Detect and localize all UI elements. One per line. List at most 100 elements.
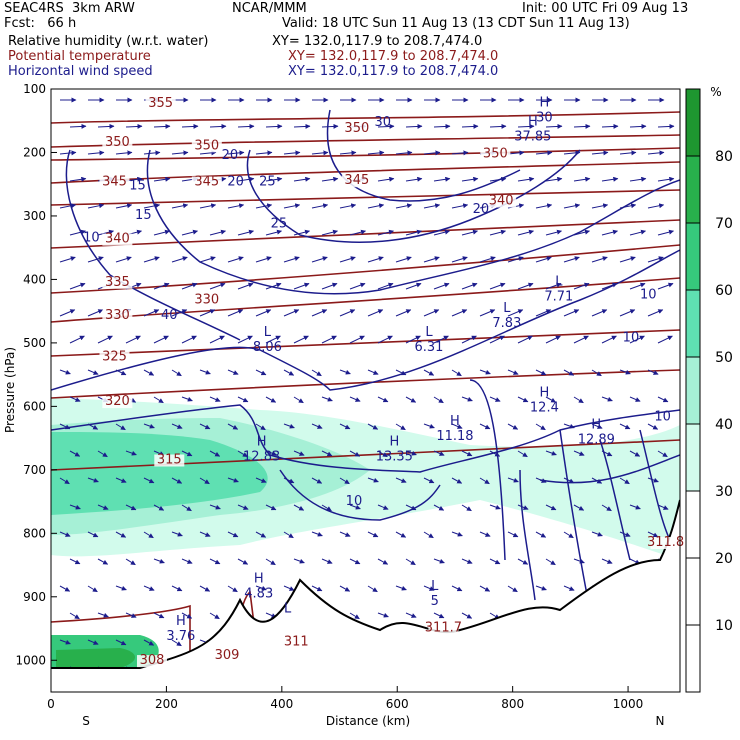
wind-vector [209,396,221,402]
wind-vector [171,369,182,377]
wind-label: 20 [473,202,490,217]
wind-vector [591,477,603,484]
wind-vector [451,369,462,377]
wind-vector [69,335,85,344]
wind-vector [629,229,646,236]
wind-vector [377,123,395,129]
wind-vector [265,335,281,344]
wind-vector [265,396,277,403]
wind-vector [311,309,328,317]
wind-vector [423,203,441,209]
theta-label: 320 [105,394,130,409]
extremum-value: 12.89 [578,432,615,447]
wind-vector [563,531,574,539]
wind-vector [433,450,445,456]
theta-label-bg [145,97,176,110]
wind-vector [405,229,422,236]
wind-vector [423,423,435,429]
wind-vector [321,176,339,182]
wind-vector [367,369,379,375]
wind-vector [573,282,590,290]
isentrope-line [51,147,680,161]
colorbar-band [686,223,700,290]
wind-vector [69,396,81,402]
isentrope-line [51,134,680,148]
extremum-value: 7.71 [544,289,573,304]
wind-vector [209,612,220,620]
wind-vector [87,256,104,263]
wind-vector [125,504,137,511]
wind-vector [339,423,351,430]
wind-vector [423,369,435,376]
wind-vector [657,335,673,344]
wind-vector [619,531,631,537]
wind-vector [573,335,589,344]
wind-vector [507,477,519,483]
wind-vector [321,335,337,344]
isotach-line [51,249,680,391]
wind-vector [451,203,469,209]
wind-vector [591,150,609,156]
wind-vector [619,309,636,317]
wind-vector [87,150,105,156]
wind-vector [115,585,127,591]
wind-vector [293,123,311,129]
wind-vector [59,203,77,209]
wind-vector [227,585,238,593]
isentrope-line [51,111,680,124]
wind-vector [423,150,441,156]
colorbar-tick-label: 20 [715,551,733,567]
wind-vector [545,396,557,403]
theta-label-bg [486,195,517,208]
wind-vector [171,203,189,209]
wind-vector [377,396,389,403]
wind-vector [171,256,188,263]
colorbar-tick-label: 10 [715,618,733,634]
wind-vector [507,585,518,593]
x-tick-label: 800 [501,697,524,711]
wind-vector [283,477,295,484]
theta-label-bg [102,309,133,322]
wind-vector [517,396,529,403]
colorbar-band [686,89,700,156]
wind-vector [461,229,478,236]
humidity-shading-region [56,648,135,668]
wind-vector [433,123,451,129]
wind-vector [489,335,505,344]
wind-vector [339,150,357,156]
wind-vector [209,504,221,510]
wind-vector [339,309,356,317]
plot-frame [50,88,681,693]
theta-label-bg [102,233,133,246]
wind-vector [171,639,182,647]
wind-vector [433,335,449,344]
wind-vector [237,396,249,403]
wind-vector [461,123,479,129]
wind-vector [265,229,282,236]
wind-vector [115,150,133,156]
wind-vector [59,531,71,537]
wind-vector [69,612,80,620]
wind-label: 40 [161,308,178,323]
wind-vector [507,369,519,375]
wind-vector [629,396,641,402]
wind-vector [171,531,183,537]
wind-vector [507,309,524,317]
wind-vector [339,369,351,375]
wind-vector [227,369,239,375]
wind-vector [283,369,295,376]
wind-label: 25 [271,216,288,231]
y-tick-label: 1000 [15,653,46,667]
wind-vector [461,396,473,402]
terrain-mask [51,500,680,692]
wind-vector [563,309,580,317]
terrain-outline [51,499,680,669]
wind-vector [573,558,585,564]
theta-label-bg [102,396,133,409]
wind-vector [517,123,535,129]
wind-vector [545,176,563,182]
field-label-wind: Horizontal wind speed [8,64,153,79]
wind-vector [171,423,183,429]
wind-vector [115,203,133,209]
wind-vector [153,612,165,619]
